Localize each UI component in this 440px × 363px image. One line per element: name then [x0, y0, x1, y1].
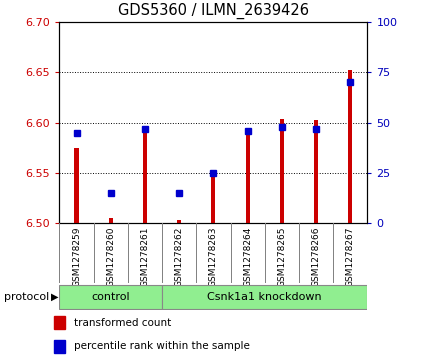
Text: GSM1278261: GSM1278261: [140, 226, 150, 287]
Text: GSM1278263: GSM1278263: [209, 226, 218, 287]
Bar: [246, 135, 249, 223]
Bar: [143, 126, 147, 223]
Bar: [348, 70, 352, 223]
FancyBboxPatch shape: [162, 285, 367, 309]
Bar: [280, 119, 284, 223]
Text: GSM1278260: GSM1278260: [106, 226, 115, 287]
Bar: [109, 218, 113, 223]
Text: Csnk1a1 knockdown: Csnk1a1 knockdown: [207, 292, 322, 302]
Text: control: control: [92, 292, 130, 302]
Bar: [74, 148, 79, 223]
Text: transformed count: transformed count: [74, 318, 172, 328]
FancyBboxPatch shape: [59, 285, 162, 309]
Bar: [177, 220, 181, 223]
Text: ▶: ▶: [51, 292, 58, 302]
Text: GSM1278262: GSM1278262: [175, 226, 183, 287]
Text: GSM1278259: GSM1278259: [72, 226, 81, 287]
Bar: [314, 121, 318, 223]
Text: GSM1278265: GSM1278265: [277, 226, 286, 287]
Text: GSM1278267: GSM1278267: [346, 226, 355, 287]
Bar: [54, 340, 65, 353]
Text: GSM1278266: GSM1278266: [312, 226, 321, 287]
Title: GDS5360 / ILMN_2639426: GDS5360 / ILMN_2639426: [118, 3, 309, 19]
Bar: [54, 316, 65, 329]
Text: GSM1278264: GSM1278264: [243, 226, 252, 287]
Bar: [211, 170, 216, 223]
Text: percentile rank within the sample: percentile rank within the sample: [74, 341, 250, 351]
Text: protocol: protocol: [4, 292, 50, 302]
